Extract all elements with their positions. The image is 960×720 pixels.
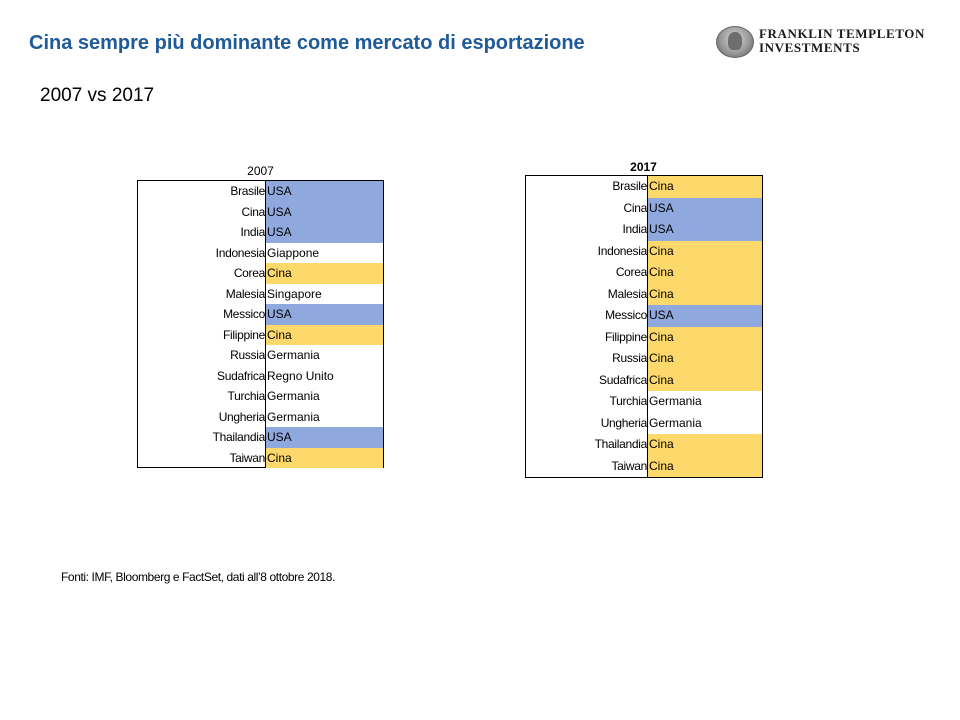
destination-cell: Germania <box>647 391 762 413</box>
page-title: Cina sempre più dominante come mercato d… <box>29 32 585 54</box>
destination-cell: Cina <box>265 447 383 468</box>
table-row: Turchia Germania <box>526 391 762 413</box>
country-cell: Messico <box>223 307 265 321</box>
table-row: Brasile Cina <box>526 176 762 198</box>
table-row: Sudafrica Regno Unito <box>138 365 383 386</box>
destination-cell: USA <box>647 305 762 327</box>
table-row: Malesia Singapore <box>138 283 383 304</box>
table-row: Sudafrica Cina <box>526 369 762 391</box>
table-2017: Brasile Cina Cina USA India USA Indonesia Cina C… <box>525 175 763 478</box>
country-cell: Corea <box>233 266 265 280</box>
country-cell: Messico <box>605 308 647 322</box>
destination-cell: Cina <box>265 263 383 284</box>
country-cell: Malesia <box>225 286 266 301</box>
destination-cell: USA <box>265 181 383 202</box>
table-row: Messico USA <box>526 305 762 327</box>
country-cell: Corea <box>615 265 647 279</box>
country-cell: Sudafrica <box>599 372 647 387</box>
table-row: Ungheria Germania <box>526 412 762 434</box>
table-row: Messico USA <box>138 304 383 325</box>
table-row: Russia Germania <box>138 345 383 366</box>
destination-cell: Germania <box>265 345 383 366</box>
table-row: Cina USA <box>138 201 383 222</box>
country-cell: Taiwan <box>611 458 647 473</box>
destination-cell: Germania <box>647 412 762 434</box>
destination-cell: Cina <box>647 455 762 477</box>
table-row: Corea Cina <box>138 263 383 284</box>
country-cell: Brasile <box>230 184 265 198</box>
country-cell: India <box>240 225 265 239</box>
table-row: Taiwan Cina <box>138 447 383 468</box>
country-cell: Cina <box>623 200 648 215</box>
destination-cell: USA <box>647 197 762 219</box>
logo-line-1: FRANKLIN TEMPLETON <box>759 26 925 41</box>
table-row: India USA <box>526 219 762 241</box>
destination-cell: Cina <box>647 262 762 284</box>
destination-cell: USA <box>265 427 383 448</box>
destination-cell: Germania <box>265 386 383 407</box>
destination-cell: USA <box>647 219 762 241</box>
source-note: Fonti: IMF, Bloomberg e FactSet, dati al… <box>61 570 336 584</box>
country-cell: Thailandia <box>594 437 648 451</box>
table-2007-title: 2007 <box>247 164 274 178</box>
table-row: Thailandia Cina <box>526 434 762 456</box>
destination-cell: Cina <box>647 348 762 370</box>
franklin-templeton-logo: FRANKLIN TEMPLETON INVESTMENTS <box>716 26 936 58</box>
destination-cell: USA <box>265 201 383 222</box>
table-row: Brasile USA <box>138 181 383 202</box>
country-cell: Ungheria <box>600 415 648 430</box>
destination-cell: Regno Unito <box>265 365 383 386</box>
destination-cell: Cina <box>647 326 762 348</box>
country-cell: Russia <box>230 348 265 362</box>
table-row: Russia Cina <box>526 348 762 370</box>
destination-cell: Cina <box>647 434 762 456</box>
destination-cell: Singapore <box>265 283 383 304</box>
country-cell: Taiwan <box>229 450 265 465</box>
destination-cell: Giappone <box>265 242 383 263</box>
destination-cell: Cina <box>265 324 383 345</box>
logo-wordmark: FRANKLIN TEMPLETON INVESTMENTS <box>759 27 925 55</box>
destination-cell: USA <box>265 222 383 243</box>
country-cell: India <box>622 222 647 236</box>
country-cell: Turchia <box>609 394 648 408</box>
country-cell: Filippine <box>605 329 647 344</box>
table-row: Filippine Cina <box>526 326 762 348</box>
table-row: Corea Cina <box>526 262 762 284</box>
country-cell: Malesia <box>607 286 648 301</box>
table-row: India USA <box>138 222 383 243</box>
destination-cell: Germania <box>265 406 383 427</box>
country-cell: Filippine <box>223 327 265 342</box>
country-cell: Thailandia <box>212 430 266 444</box>
country-cell: Indonesia <box>215 245 266 260</box>
country-cell: Brasile <box>612 179 647 193</box>
country-cell: Russia <box>612 351 647 365</box>
table-2007: Brasile USA Cina USA India USA Indonesia Giappo… <box>137 180 384 468</box>
destination-cell: Cina <box>647 176 762 198</box>
table-row: Indonesia Giappone <box>138 242 383 263</box>
page-subtitle: 2007 vs 2017 <box>40 85 155 106</box>
table-row: Turchia Germania <box>138 386 383 407</box>
destination-cell: Cina <box>647 240 762 262</box>
table-2017-title: 2017 <box>630 160 657 174</box>
portrait-seal-icon <box>716 26 754 58</box>
country-cell: Indonesia <box>597 243 648 258</box>
table-row: Indonesia Cina <box>526 240 762 262</box>
table-row: Thailandia USA <box>138 427 383 448</box>
country-cell: Turchia <box>227 389 266 403</box>
country-cell: Ungheria <box>218 409 266 424</box>
logo-line-2: INVESTMENTS <box>759 40 861 55</box>
table-row: Ungheria Germania <box>138 406 383 427</box>
table-row: Filippine Cina <box>138 324 383 345</box>
table-row: Cina USA <box>526 197 762 219</box>
country-cell: Cina <box>241 204 266 219</box>
country-cell: Sudafrica <box>217 368 265 383</box>
destination-cell: Cina <box>647 283 762 305</box>
table-row: Taiwan Cina <box>526 455 762 477</box>
table-row: Malesia Cina <box>526 283 762 305</box>
destination-cell: Cina <box>647 369 762 391</box>
destination-cell: USA <box>265 304 383 325</box>
